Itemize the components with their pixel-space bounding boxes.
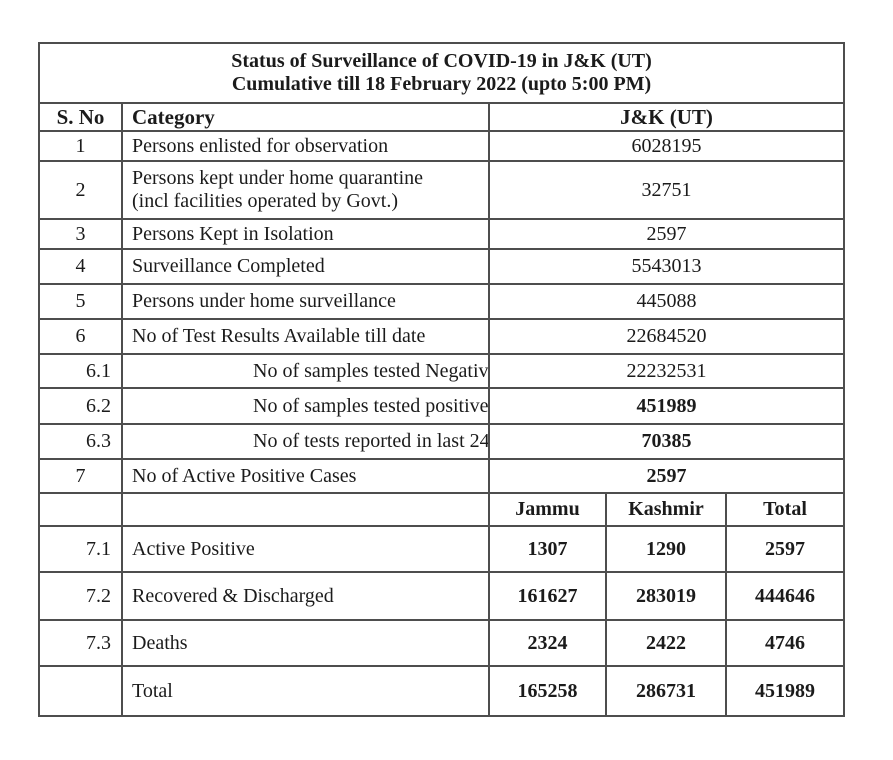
value-cell: 22684520	[487, 318, 846, 355]
sno-cell	[38, 492, 123, 527]
sno-cell: 2	[38, 160, 123, 220]
sno-cell: 4	[38, 248, 123, 285]
subheader-jammu: Jammu	[488, 492, 607, 527]
category-cell: Persons under home surveillance	[121, 283, 490, 320]
sno-cell: 1	[38, 130, 123, 162]
category-cell: Deaths	[121, 619, 490, 667]
sno-cell: 6.3	[38, 423, 123, 460]
total-value-cell: 444646	[724, 571, 846, 621]
surveillance-table-sheet: Status of Surveillance of COVID-19 in J&…	[37, 42, 846, 717]
table-row: 6.1 No of samples tested Negative 222325…	[38, 353, 846, 389]
covid-surveillance-table: Status of Surveillance of COVID-19 in J&…	[37, 42, 846, 717]
sno-cell: 7.3	[38, 619, 123, 667]
value-cell: 2597	[487, 458, 846, 494]
sno-cell: 3	[38, 218, 123, 250]
value-cell: 6028195	[487, 130, 846, 162]
category-cell: Persons kept under home quarantine (incl…	[121, 160, 490, 220]
category-line-2: (incl facilities operated by Govt.)	[132, 190, 399, 212]
table-row: 7.2 Recovered & Discharged 161627 283019…	[38, 571, 846, 621]
subheader-total: Total	[724, 492, 846, 527]
value-cell: 451989	[487, 387, 846, 425]
category-cell: No of Test Results Available till date	[121, 318, 490, 355]
header-category: Category	[121, 102, 490, 132]
sno-cell: 5	[38, 283, 123, 320]
category-cell: No of tests reported in last 24 hrs	[121, 423, 490, 460]
category-cell: Persons Kept in Isolation	[121, 218, 490, 250]
category-cell: Surveillance Completed	[121, 248, 490, 285]
category-cell: Active Positive	[121, 525, 490, 573]
total-row: Total 165258 286731 451989	[38, 665, 846, 717]
header-region: J&K (UT)	[487, 102, 846, 132]
total-value-cell: 4746	[724, 619, 846, 667]
category-cell: No of Active Positive Cases	[121, 458, 490, 494]
value-cell: 5543013	[487, 248, 846, 285]
sno-cell	[38, 665, 123, 717]
jammu-value-cell: 2324	[488, 619, 607, 667]
table-row: 4 Surveillance Completed 5543013	[38, 248, 846, 285]
category-cell	[121, 492, 490, 527]
table-row: 3 Persons Kept in Isolation 2597	[38, 218, 846, 250]
category-cell: Recovered & Discharged	[121, 571, 490, 621]
category-cell: No of samples tested positive	[121, 387, 490, 425]
category-cell: No of samples tested Negative	[121, 353, 490, 389]
region-subheader-row: Jammu Kashmir Total	[38, 492, 846, 527]
sno-cell: 7.2	[38, 571, 123, 621]
table-row: 2 Persons kept under home quarantine (in…	[38, 160, 846, 220]
table-row: 1 Persons enlisted for observation 60281…	[38, 130, 846, 162]
table-title: Status of Surveillance of COVID-19 in J&…	[37, 42, 846, 104]
jammu-value-cell: 1307	[488, 525, 607, 573]
sno-cell: 6.1	[38, 353, 123, 389]
subheader-kashmir: Kashmir	[605, 492, 727, 527]
category-cell: Total	[121, 665, 490, 717]
column-header-row: S. No Category J&K (UT)	[38, 102, 846, 132]
kashmir-value-cell: 2422	[605, 619, 727, 667]
table-row: 7.3 Deaths 2324 2422 4746	[38, 619, 846, 667]
table-row: 6 No of Test Results Available till date…	[38, 318, 846, 355]
table-title-row: Status of Surveillance of COVID-19 in J&…	[37, 42, 846, 104]
value-cell: 445088	[487, 283, 846, 320]
table-row: 7.1 Active Positive 1307 1290 2597	[38, 525, 846, 573]
kashmir-value-cell: 1290	[605, 525, 727, 573]
kashmir-value-cell: 286731	[605, 665, 727, 717]
table-row: 7 No of Active Positive Cases 2597	[38, 458, 846, 494]
kashmir-value-cell: 283019	[605, 571, 727, 621]
table-row: 5 Persons under home surveillance 445088	[38, 283, 846, 320]
jammu-value-cell: 161627	[488, 571, 607, 621]
table-row: 6.2 No of samples tested positive 451989	[38, 387, 846, 425]
value-cell: 22232531	[487, 353, 846, 389]
sno-cell: 6.2	[38, 387, 123, 425]
category-line-1: Persons kept under home quarantine	[132, 167, 424, 189]
table-row: 6.3 No of tests reported in last 24 hrs …	[38, 423, 846, 460]
header-sno: S. No	[38, 102, 123, 132]
title-line-1: Status of Surveillance of COVID-19 in J&…	[231, 50, 652, 72]
jammu-value-cell: 165258	[488, 665, 607, 717]
sno-cell: 7.1	[38, 525, 123, 573]
sno-cell: 7	[38, 458, 123, 494]
category-cell: Persons enlisted for observation	[121, 130, 490, 162]
total-value-cell: 2597	[724, 525, 846, 573]
sno-cell: 6	[38, 318, 123, 355]
value-cell: 2597	[487, 218, 846, 250]
value-cell: 32751	[487, 160, 846, 220]
title-line-2: Cumulative till 18 February 2022 (upto 5…	[231, 73, 652, 95]
value-cell: 70385	[487, 423, 846, 460]
total-value-cell: 451989	[724, 665, 846, 717]
